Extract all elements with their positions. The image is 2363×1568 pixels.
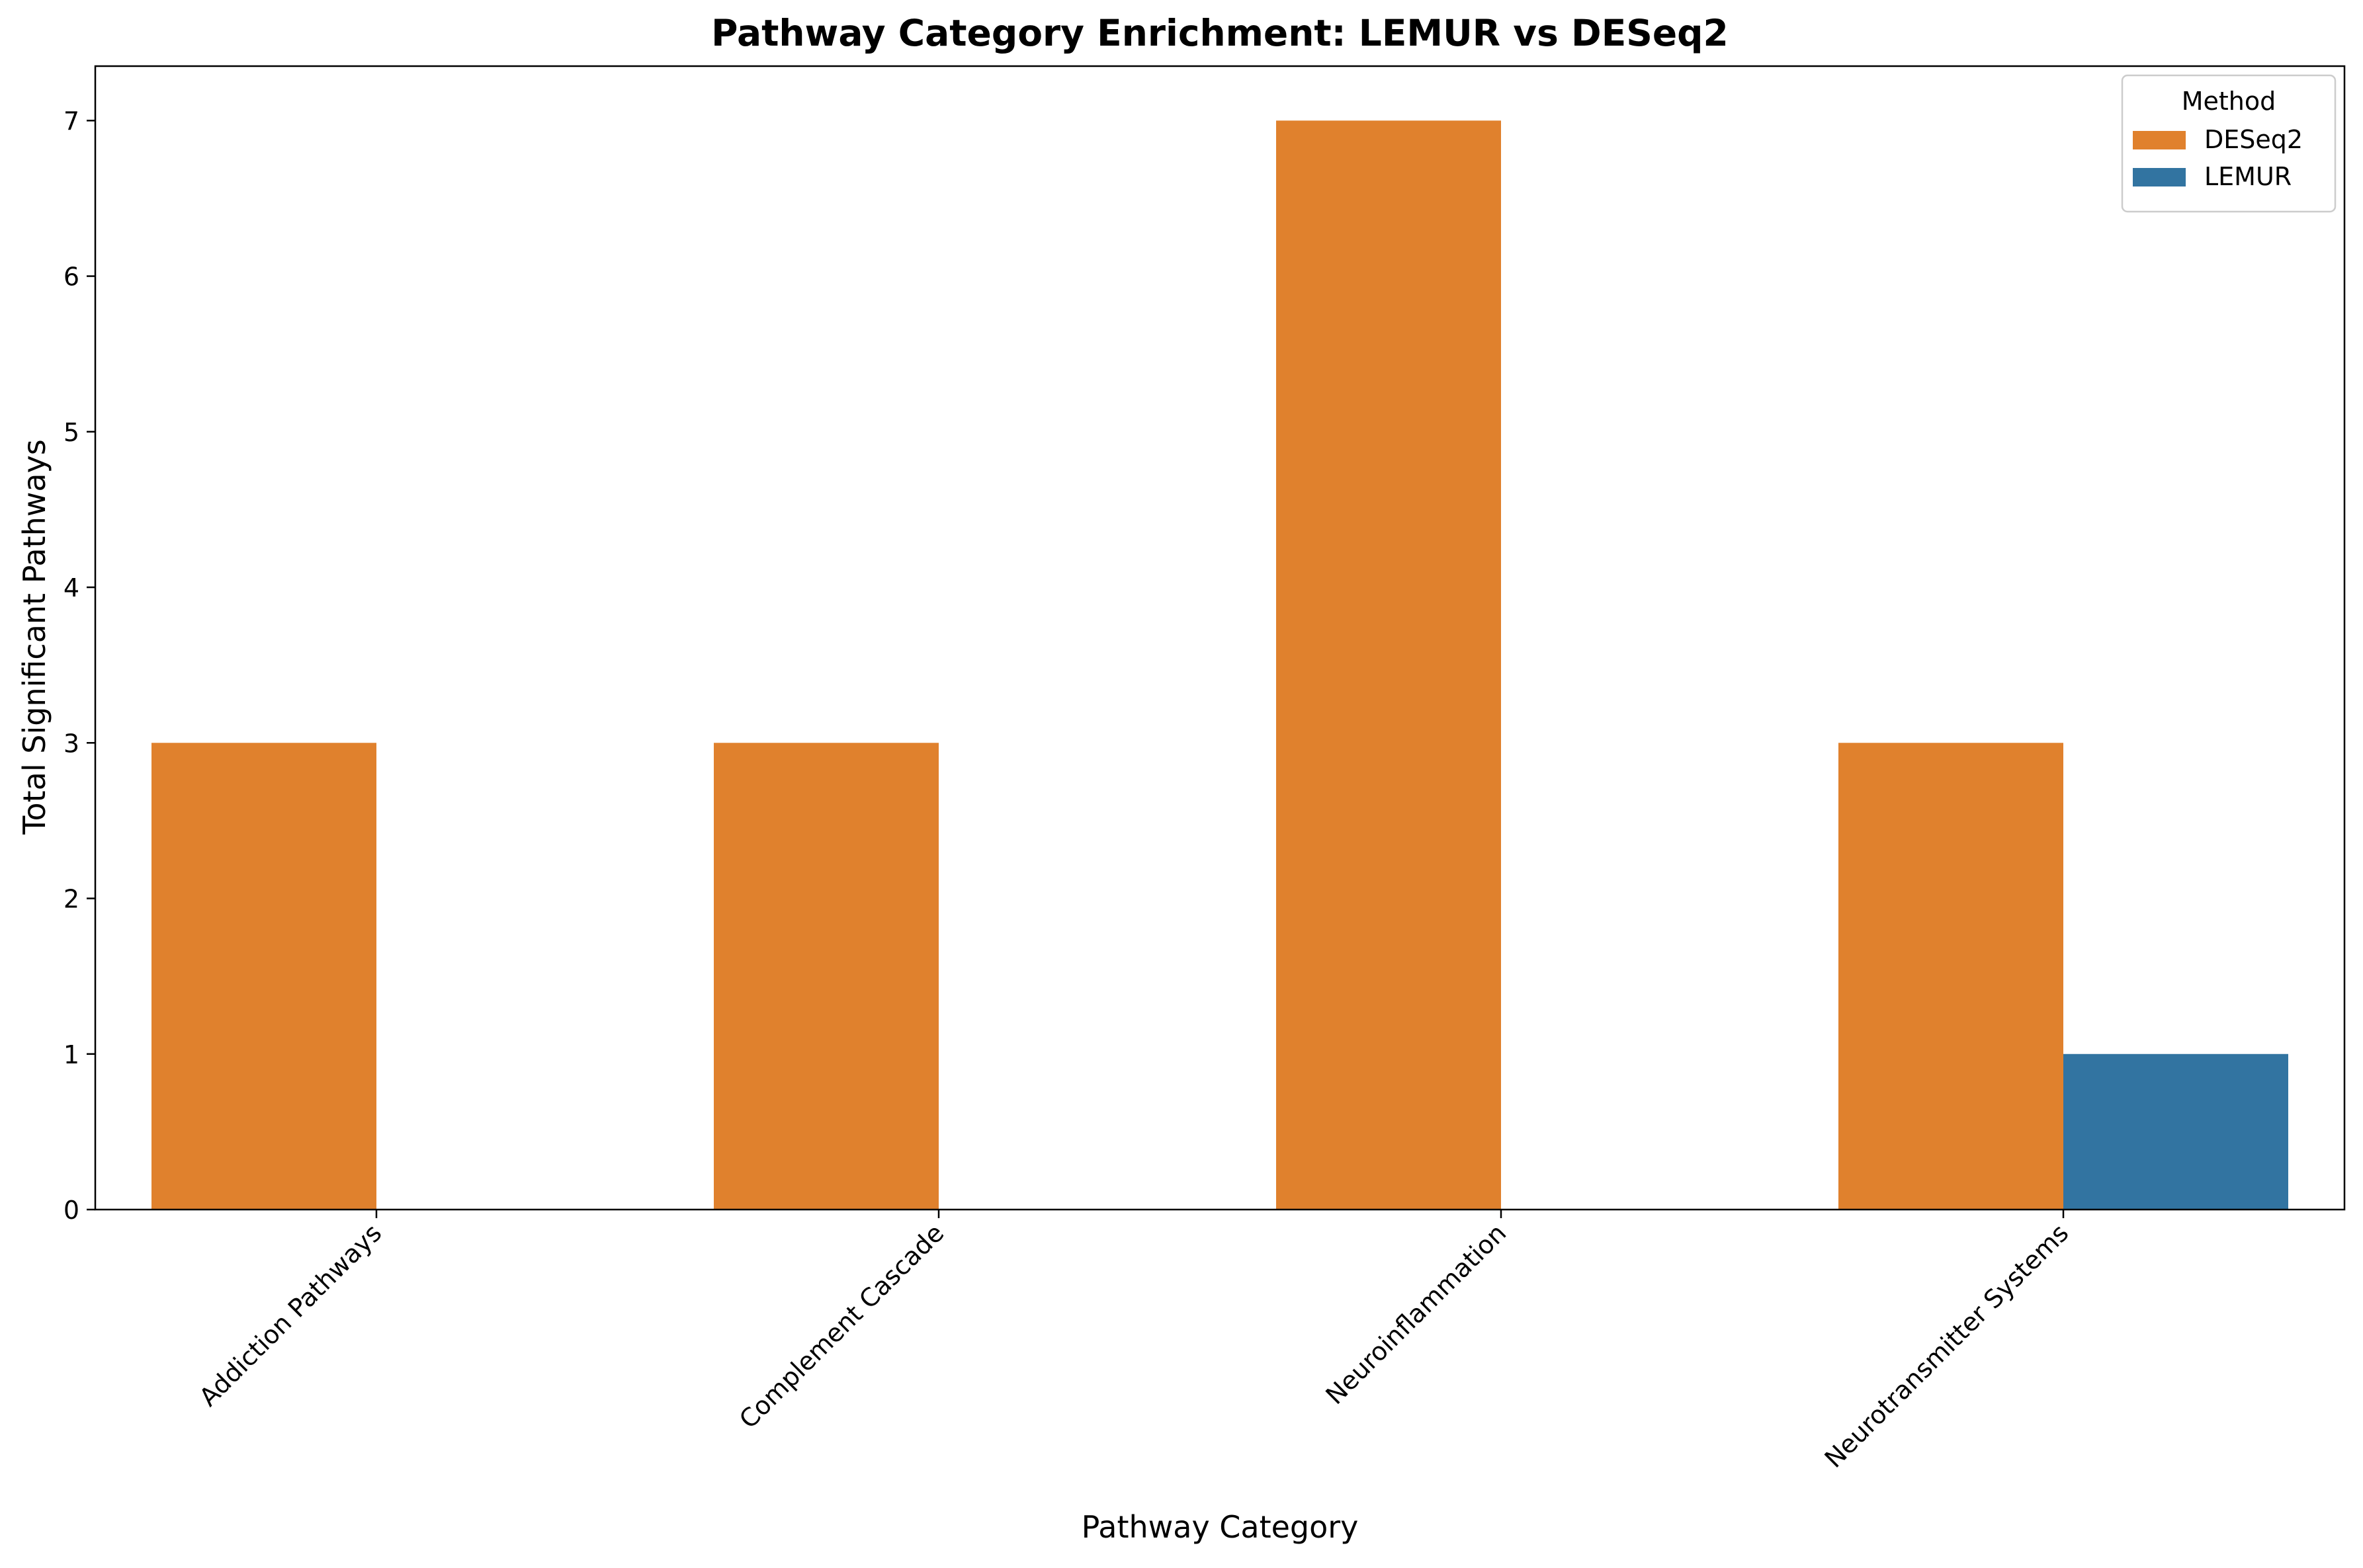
legend-label-deseq2: DESeq2 (2204, 125, 2303, 154)
x-tick-label: Complement Cascade (734, 1218, 949, 1434)
bars-layer (151, 120, 2288, 1210)
y-axis: 0 1 2 3 4 5 6 7 (64, 106, 95, 1225)
y-tick-label: 0 (64, 1196, 79, 1225)
chart-title: Pathway Category Enrichment: LEMUR vs DE… (711, 12, 1729, 54)
x-axis: Addiction Pathways Complement Cascade Neur… (194, 1210, 2075, 1473)
bar-deseq2-3 (1276, 120, 1501, 1210)
bar-lemur-4 (2063, 1053, 2288, 1210)
y-tick-label: 6 (64, 263, 79, 292)
bar-deseq2-1 (151, 743, 376, 1210)
legend: Method DESeq2 LEMUR (2121, 74, 2337, 213)
legend-swatch-lemur (2133, 168, 2186, 186)
bar-deseq2-2 (714, 743, 939, 1210)
legend-swatch-deseq2 (2133, 131, 2186, 149)
x-tick-label: Neuroinflammation (1320, 1218, 1512, 1410)
y-tick-label: 5 (64, 418, 79, 447)
y-tick-label: 7 (64, 106, 79, 136)
x-tick-label: Addiction Pathways (194, 1218, 388, 1412)
legend-title: Method (2182, 87, 2276, 116)
y-tick-label: 4 (64, 573, 79, 602)
bar-deseq2-4 (1838, 743, 2063, 1210)
x-axis-label: Pathway Category (1081, 1509, 1359, 1545)
x-tick-label: Neurotransmitter Systems (1819, 1218, 2075, 1473)
y-tick-label: 2 (64, 885, 79, 914)
legend-label-lemur: LEMUR (2204, 162, 2292, 191)
plot-frame (94, 65, 2346, 1211)
y-tick-label: 1 (64, 1040, 79, 1069)
y-tick-label: 3 (64, 729, 79, 758)
